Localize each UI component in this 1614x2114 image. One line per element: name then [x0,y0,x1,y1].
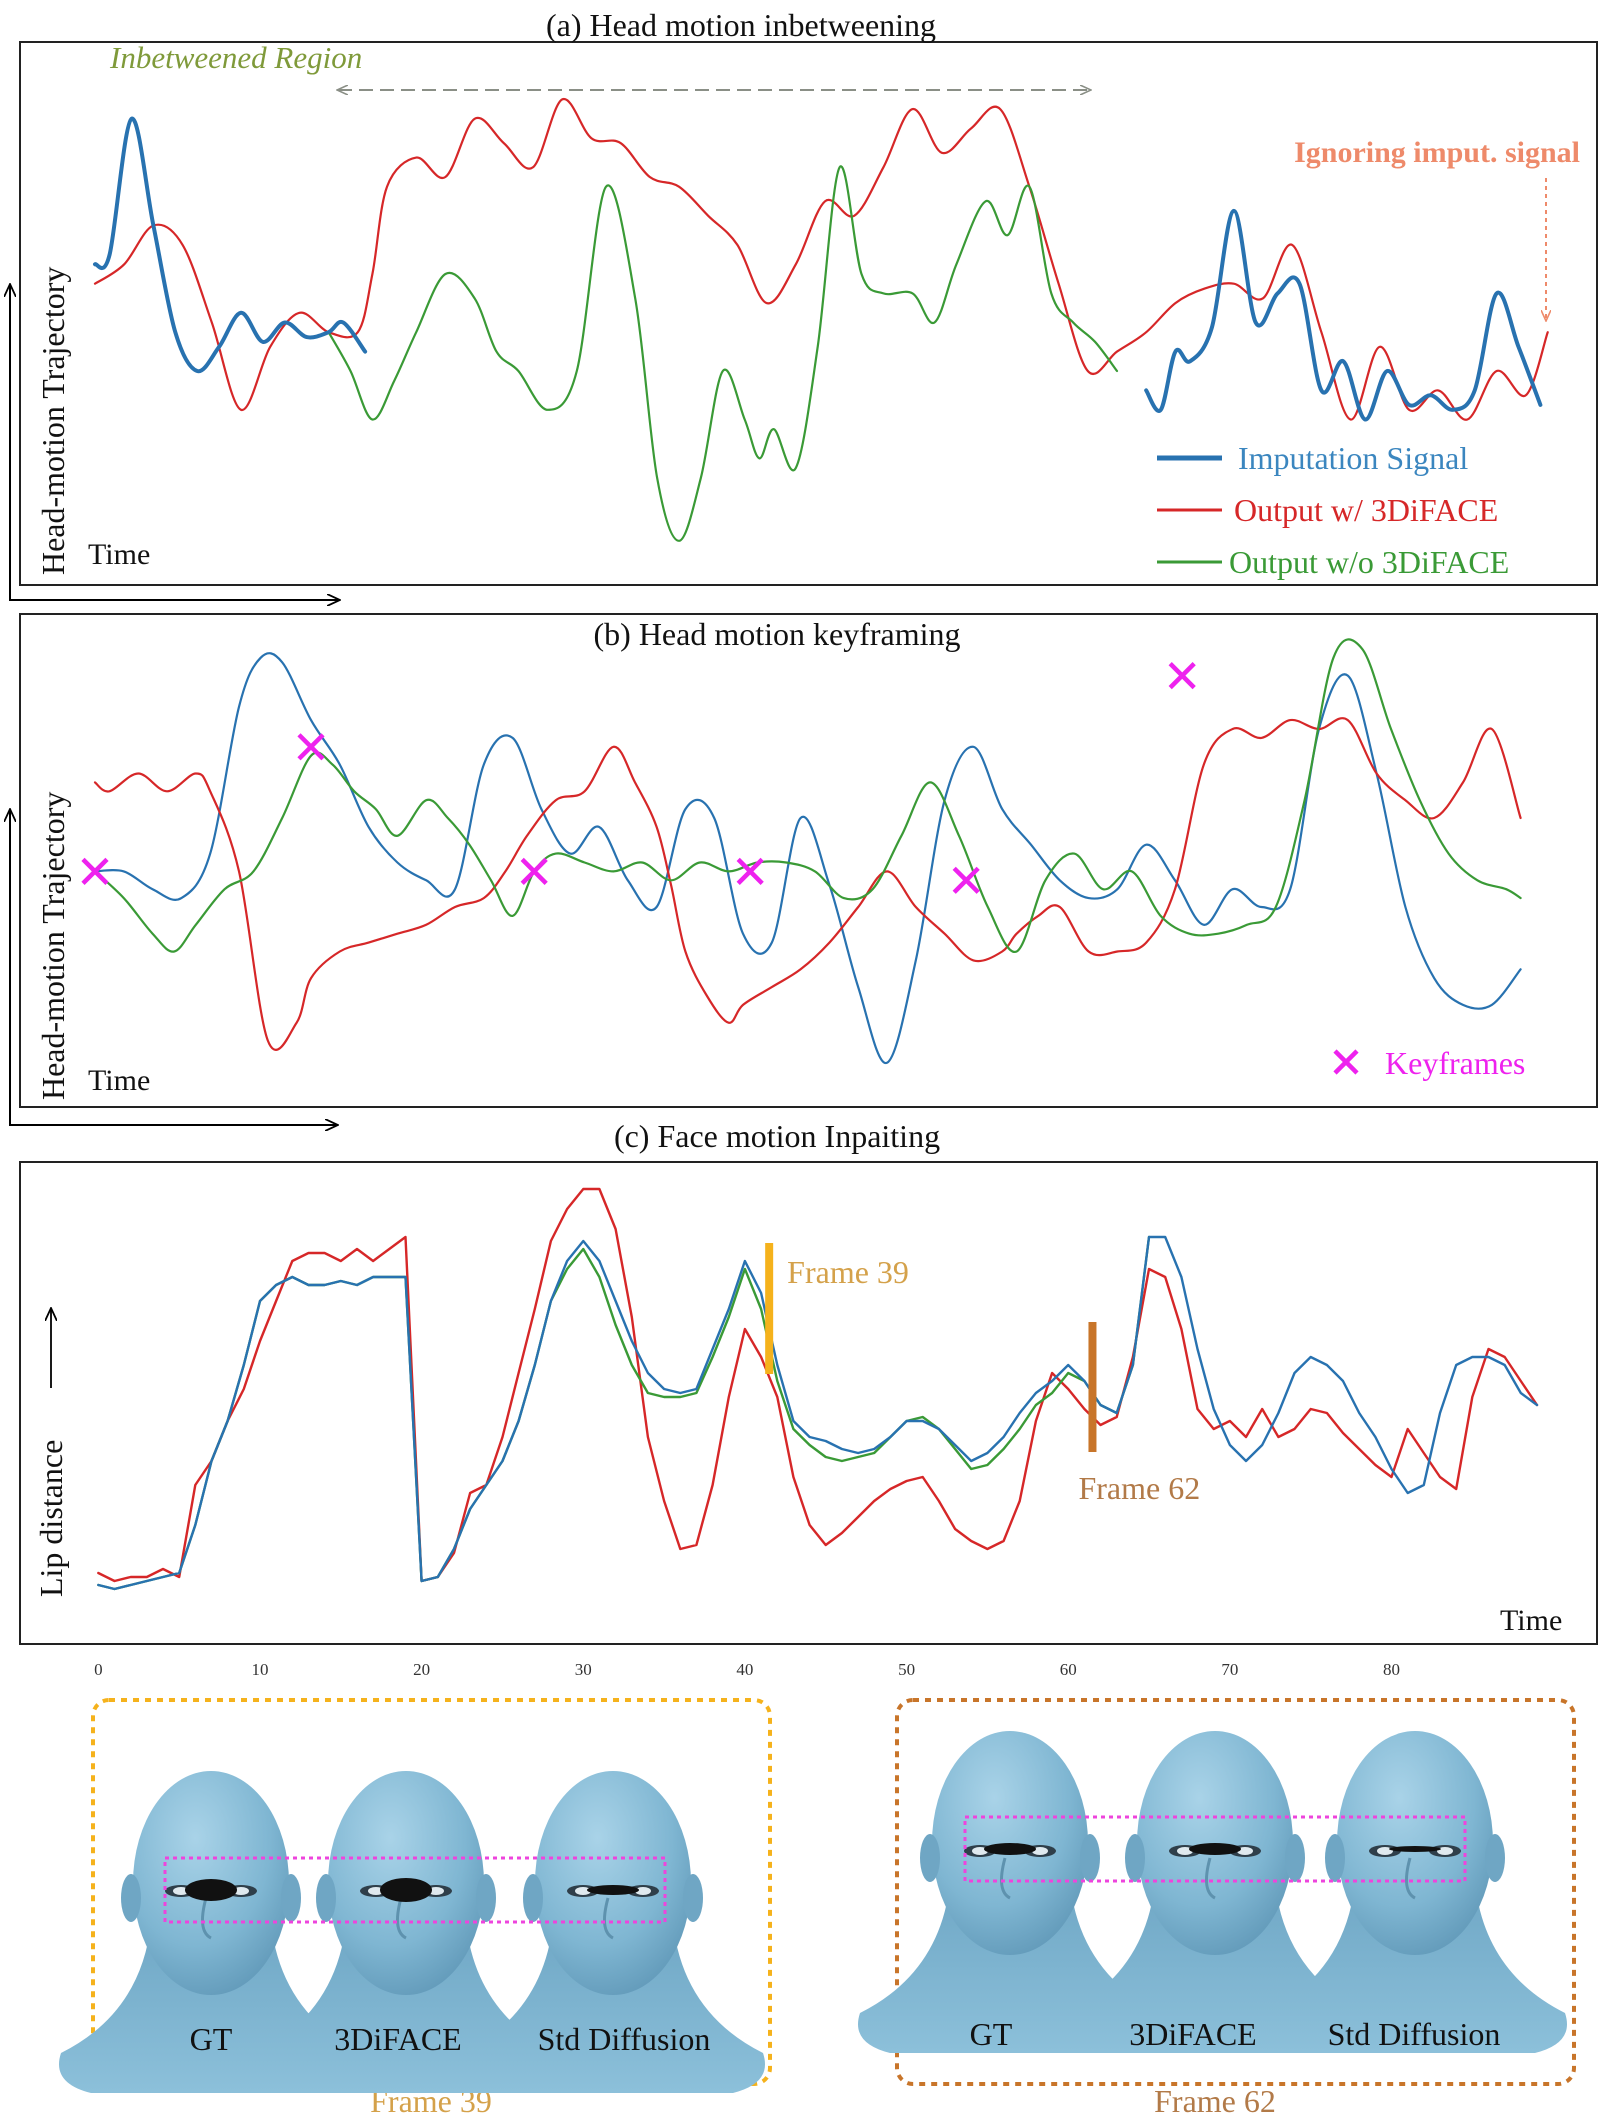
head-62-std [1263,1731,1567,2053]
panel-b-axis-arrow [9,810,338,1125]
panel-a-series-output-w-3diface-0 [93,98,1549,421]
x-tick-label-10: 10 [251,1660,268,1679]
face-group-39: Frame 39 GT 3DiFACE Std Diffusion [59,1698,772,2114]
panel-b-ylabel: Head-motion Trajectory [35,792,71,1100]
inbetweened-region-label: Inbetweened Region [109,40,362,75]
keyframe-marker-3 [736,857,764,885]
panel-b-series-blue-0 [93,652,1522,1064]
x-tick-label-30: 30 [575,1660,592,1679]
panel-c-xlabel: Time [1500,1604,1562,1637]
panel-b-frame [19,613,1598,1108]
frame-marker-label-62: Frame 62 [1078,1470,1200,1506]
panel-c: (c) Face motion Inpaiting Lip distance T… [19,1118,1598,1679]
panel-a: (a) Head motion inbetweening Inbetweened… [9,7,1598,600]
keyframe-marker-2 [520,857,548,885]
legend-with-label: Output w/ 3DiFACE [1234,492,1498,528]
face-62-label-3diface: 3DiFACE [1129,2016,1256,2052]
mouth-highlight-39 [163,1856,667,1924]
x-tick-label-50: 50 [898,1660,915,1679]
legend-keyframe-marker [1333,1049,1359,1075]
panel-c-series-green-0 [97,1235,1151,1591]
head-39-std [461,1771,765,2093]
panel-c-series-red-0 [97,1187,1539,1583]
face-39-label-3diface: 3DiFACE [334,2021,461,2057]
x-tick-label-20: 20 [413,1660,430,1679]
x-tick-label-80: 80 [1383,1660,1400,1679]
heads-62 [858,1731,1567,2053]
panel-b: (b) Head motion keyframing Head-motion T… [9,613,1598,1125]
face-group-62-caption: Frame 62 [1154,2083,1276,2114]
plot-a [93,98,1549,542]
keyframe-marker-4 [952,866,980,894]
frame-marker-label-39: Frame 39 [787,1254,909,1290]
face-39-label-gt: GT [190,2021,233,2057]
panel-b-series-red-0 [93,717,1522,1051]
x-ticks: 0 10 20 30 40 50 60 70 80 [94,1660,1400,1679]
panel-a-series-output-w-o-3diface-0 [327,165,1119,542]
face-39-label-std: Std Diffusion [538,2021,711,2057]
panel-a-series-imputation-signal-0 [93,116,368,374]
heads-39 [59,1771,765,2093]
panel-a-axis-arrow [9,285,340,600]
keyframe-marker-5 [1168,662,1196,690]
face-group-62: Frame 62 GT 3DiFACE Std Diffusion [858,1698,1576,2114]
ignoring-note: Ignoring imput. signal [1294,136,1580,169]
panel-a-xlabel: Time [88,538,150,571]
panel-c-frame [19,1161,1598,1645]
panel-b-xlabel: Time [88,1064,150,1097]
x-tick-label-40: 40 [736,1660,753,1679]
legend-keyframe-label: Keyframes [1385,1045,1525,1081]
panel-c-series-blue-0 [97,1235,1539,1591]
panel-b-series-green-0 [93,638,1522,953]
keyframe-marker-0 [81,857,109,885]
x-tick-label-0: 0 [94,1660,103,1679]
panel-a-ylabel: Head-motion Trajectory [35,267,71,575]
face-group-62-frame [895,1698,1576,2086]
panel-a-series-imputation-signal-1 [1144,208,1543,422]
panel-c-title: (c) Face motion Inpaiting [614,1118,940,1154]
plot-c: Frame 39 Frame 62 [97,1187,1539,1591]
panel-a-frame [19,41,1598,586]
x-tick-label-60: 60 [1060,1660,1077,1679]
legend-b: Keyframes [1333,1045,1525,1081]
keyframe-marker-1 [297,733,325,761]
panel-a-title: (a) Head motion inbetweening [546,7,936,43]
legend-a: Imputation Signal Output w/ 3DiFACE Outp… [1157,440,1509,580]
face-62-label-std: Std Diffusion [1328,2016,1501,2052]
panel-b-title: (b) Head motion keyframing [594,616,961,652]
plot-b [81,638,1522,1064]
x-tick-label-70: 70 [1221,1660,1238,1679]
mouth-highlight-62 [963,1815,1467,1883]
legend-imputation-label: Imputation Signal [1238,440,1468,476]
legend-without-label: Output w/o 3DiFACE [1229,544,1509,580]
panel-c-ylabel: Lip distance [33,1440,69,1597]
face-62-label-gt: GT [970,2016,1013,2052]
